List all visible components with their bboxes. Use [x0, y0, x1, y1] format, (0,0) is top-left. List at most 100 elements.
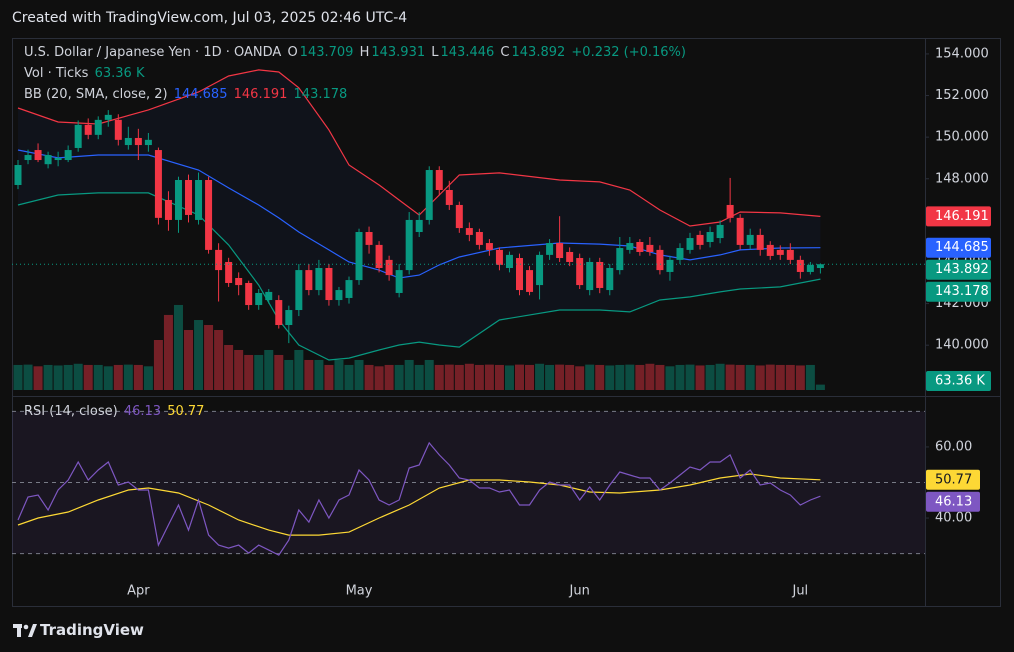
candle-body: [185, 180, 193, 215]
candle-body: [776, 249, 784, 255]
volume-bar: [595, 364, 605, 390]
volume-bar: [374, 366, 384, 390]
volume-bar: [795, 365, 805, 390]
change-label: +0.232 (+0.16%): [571, 45, 686, 60]
candle-body: [235, 277, 243, 286]
volume-bar: [625, 364, 635, 390]
candle-body: [154, 150, 162, 218]
candle-body: [225, 261, 233, 283]
candle-body: [726, 204, 734, 218]
volume-bar: [43, 364, 53, 390]
rsi-tag: [926, 491, 980, 512]
y-tick-label: 140.000: [935, 338, 989, 353]
bb-legend: BB (20, SMA, close, 2) 144.685 146.191 1…: [24, 87, 349, 102]
legend-value: 146.191: [233, 87, 288, 102]
volume-bar: [525, 364, 535, 390]
volume-bar: [103, 366, 113, 390]
candle-body: [495, 249, 503, 265]
candle-body: [616, 248, 624, 271]
candle-body: [546, 243, 554, 255]
candle-body: [526, 270, 534, 292]
volume-bar: [745, 364, 755, 390]
price-legend: U.S. Dollar / Japanese Yen · 1D · OANDA …: [24, 45, 688, 60]
volume-bar: [83, 364, 93, 390]
candle-body: [114, 119, 122, 140]
candle-body: [355, 232, 363, 281]
bb-lower-line: [17, 192, 821, 361]
rsi-legend: RSI (14, close) 46.13 50.77: [24, 404, 206, 419]
ohlc-prefix: O: [287, 45, 298, 60]
candle-body: [34, 150, 42, 161]
rsi-layer: [12, 410, 925, 556]
candle-body: [806, 264, 814, 272]
y-tick-label: 152.000: [935, 88, 989, 103]
candle-body: [686, 238, 694, 250]
logo-part: [28, 624, 37, 637]
candle-layer: [12, 110, 925, 344]
candle-body: [536, 254, 544, 286]
candle-body: [766, 244, 774, 256]
candle-body: [556, 243, 564, 259]
price-tag-label: 143.178: [935, 284, 989, 299]
candle-body: [295, 270, 303, 311]
volume-bar: [304, 359, 314, 390]
bb-basis-line: [17, 149, 821, 279]
candle-body: [395, 270, 403, 293]
legend-value: 46.13: [123, 404, 162, 419]
legend-value: 143.178: [293, 87, 348, 102]
candle-body: [516, 258, 523, 291]
volume-bar: [204, 325, 214, 390]
ohlc-value: 143.931: [371, 45, 426, 60]
volume-bar: [655, 364, 665, 390]
volume-bar: [153, 339, 163, 390]
volume-bar: [224, 344, 234, 390]
volume-bar: [264, 349, 274, 390]
volume-bar: [635, 364, 645, 390]
volume-bar: [404, 359, 414, 390]
volume-bar: [735, 364, 745, 390]
candle-body: [626, 243, 634, 250]
price-tag-label: 146.191: [935, 209, 989, 224]
volume-bar: [705, 364, 715, 390]
header-text: Created with TradingView.com, Jul 03, 20…: [12, 10, 408, 26]
volume-bar: [394, 364, 404, 390]
candle-body: [636, 241, 644, 252]
candle-body: [696, 234, 704, 245]
candle-body: [465, 228, 473, 235]
candle-body: [746, 234, 754, 245]
volume-bar: [173, 304, 183, 390]
volume-bar: [93, 364, 103, 390]
candle-body: [455, 204, 463, 229]
candle-body: [164, 199, 172, 220]
legend-title: BB (20, SMA, close, 2): [24, 87, 168, 102]
volume-bar: [575, 366, 585, 390]
legend-value: 63.36 K: [94, 66, 145, 81]
candle-body: [676, 248, 684, 260]
volume-bar: [354, 359, 364, 390]
volume-bar: [73, 363, 83, 390]
brand-name: TradingView: [40, 621, 144, 639]
ohlc-value: 143.892: [511, 45, 566, 60]
volume-bar: [484, 364, 494, 390]
volume-bar: [645, 363, 655, 390]
volume-bar: [605, 365, 615, 390]
candle-body: [415, 219, 423, 233]
volume-bar: [585, 364, 595, 390]
volume-bar: [775, 364, 785, 390]
volume-bar: [324, 364, 334, 390]
volume-bar: [113, 364, 123, 390]
candle-body: [816, 264, 824, 269]
volume-bar: [765, 364, 775, 390]
candle-body: [435, 170, 443, 190]
volume-bar: [454, 364, 464, 390]
candle-body: [245, 282, 253, 306]
candle-body: [566, 251, 574, 262]
legend-value: 50.77: [167, 404, 205, 419]
volume-bar: [695, 365, 705, 390]
volume-bar: [63, 364, 73, 390]
candle-body: [475, 232, 483, 245]
candle-body: [505, 254, 513, 269]
rsi-tag: [926, 469, 980, 490]
volume-bar: [133, 364, 143, 390]
